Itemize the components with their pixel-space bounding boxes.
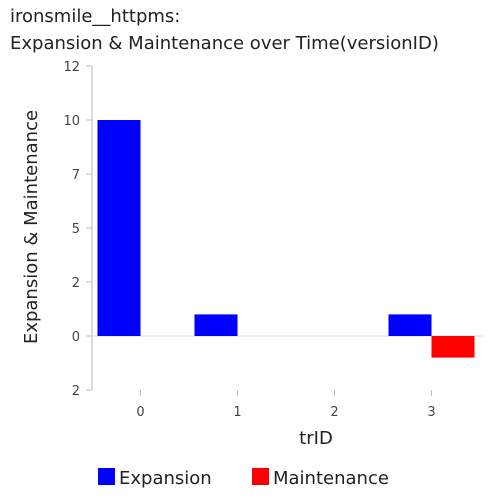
legend-swatch-maintenance: [252, 468, 269, 485]
y-tick-label: 2: [72, 276, 80, 291]
chart-title-line-1: ironsmile__httpms:: [10, 6, 181, 27]
x-tick-label: 0: [136, 405, 144, 420]
x-tick-label: 2: [330, 405, 338, 420]
legend-swatch-expansion: [98, 468, 115, 485]
bar-expansion-1: [194, 314, 238, 336]
y-tick-label: 12: [63, 60, 80, 75]
y-tick-label: 10: [63, 114, 80, 129]
bar-expansion-3: [388, 314, 432, 336]
bar-maintenance-3: [431, 336, 475, 358]
y-tick-label: 5: [72, 222, 80, 237]
x-tick-label: 1: [233, 405, 241, 420]
chart-legend: Expansion Maintenance: [98, 468, 389, 489]
y-tick-label: 7: [72, 168, 80, 183]
y-tick-label: 0: [72, 330, 80, 345]
legend-label-maintenance: Maintenance: [273, 468, 389, 489]
x-tick-label: 3: [427, 405, 435, 420]
y-axis-label: Expansion & Maintenance: [21, 110, 42, 344]
chart-bars: [97, 120, 475, 358]
y-tick-label: 2: [72, 384, 80, 399]
legend-label-expansion: Expansion: [119, 468, 212, 489]
chart-axes: [91, 66, 485, 390]
chart-title-line-2: Expansion & Maintenance over Time(versio…: [10, 33, 439, 54]
x-axis-label: trID: [299, 428, 333, 449]
bar-expansion-0: [97, 120, 141, 336]
